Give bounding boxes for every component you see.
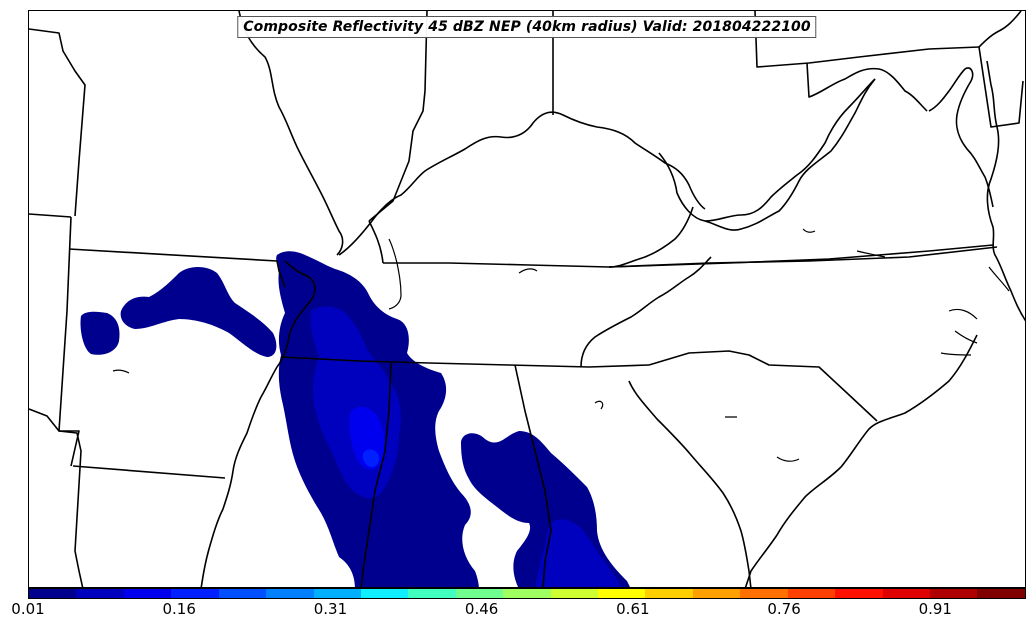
- colorbar-segment: [123, 589, 172, 598]
- colorbar-segment: [76, 589, 124, 598]
- colorbar-segment: [503, 589, 551, 598]
- boundary-arkansas-louisiana: [72, 465, 226, 479]
- colorbar-tick-label: 0.91: [918, 600, 952, 618]
- colorbar: [28, 588, 1026, 599]
- boundary-virginia-north-carolina: [608, 244, 994, 268]
- colorbar-segment: [218, 589, 267, 598]
- probability-fill-layer: [80, 251, 630, 587]
- colorbar-tick-label: 0.46: [464, 600, 499, 618]
- colorbar-segment: [882, 589, 931, 598]
- boundary-kentucky-virginia: [608, 206, 694, 268]
- boundary-maryland-panhandle: [806, 62, 928, 112]
- boundary-pennsylvania-maryland: [754, 11, 980, 68]
- boundary-delaware: [978, 46, 1024, 128]
- boundary-missouri-kansas: [29, 28, 86, 217]
- colorbar-segment: [266, 589, 314, 598]
- boundary-north-carolina-south-carolina: [648, 350, 878, 422]
- probability-region-alabama-core: [535, 519, 622, 587]
- boundary-south-carolina-georgia: [628, 380, 752, 587]
- colorbar-tick-labels: 0.01 0.16 0.31 0.46 0.61 0.76 0.91: [11, 600, 1026, 630]
- coastline-atlantic: [986, 60, 1025, 322]
- pamlico-sound: [940, 266, 1010, 356]
- colorbar-segment: [787, 589, 836, 598]
- colorbar-segment: [550, 589, 599, 598]
- coastline-chesapeake: [928, 67, 994, 208]
- coastline-carolinas: [744, 334, 978, 587]
- probability-map: [29, 11, 1025, 587]
- probability-region-arkansas-band: [120, 267, 277, 357]
- colorbar-tick-label: 0.16: [162, 600, 196, 618]
- colorbar-segment: [29, 589, 77, 598]
- boundary-texas-louisiana: [29, 408, 84, 587]
- lake-marks-south-carolina: [594, 400, 800, 462]
- colorbar-segment: [171, 589, 219, 598]
- colorbar-segment: [645, 589, 693, 598]
- colorbar-tick-label: 0.31: [313, 600, 348, 618]
- boundary-missouri-arkansas-north: [68, 248, 286, 288]
- coastline-northeast: [978, 11, 1022, 48]
- colorbar-segment: [598, 589, 646, 598]
- colorbar-segment: [455, 589, 504, 598]
- boundary-tennessee-north-carolina: [580, 256, 712, 368]
- map-title: Composite Reflectivity 45 dBZ NEP (40km …: [237, 16, 817, 38]
- boundary-mississippi-alabama: [360, 362, 392, 587]
- boundary-west-virginia: [658, 78, 876, 222]
- lake-tennessee: [112, 369, 130, 374]
- colorbar-segment: [408, 589, 456, 598]
- colorbar-segment: [977, 589, 1025, 598]
- colorbar-segment: [740, 589, 788, 598]
- colorbar-segment: [692, 589, 741, 598]
- lake-cumberland: [518, 268, 538, 274]
- probability-region-arkansas-west: [80, 311, 120, 355]
- boundary-virginia-west-virginia: [704, 78, 876, 231]
- colorbar-tick-label: 0.61: [616, 600, 650, 618]
- boundary-illinois-west: [238, 11, 344, 256]
- colorbar-tick-label: 0.01: [11, 600, 45, 618]
- colorbar-segment: [360, 589, 409, 598]
- boundary-kentucky-west: [368, 220, 384, 264]
- boundary-oklahoma-arkansas: [58, 216, 80, 467]
- map-panel: Composite Reflectivity 45 dBZ NEP (40km …: [28, 10, 1026, 588]
- boundary-kansas-oklahoma: [29, 213, 72, 218]
- colorbar-segment: [930, 589, 978, 598]
- boundary-illinois-indiana: [368, 11, 428, 222]
- colorbar-segment: [835, 589, 883, 598]
- lake-north-carolina: [802, 228, 886, 258]
- probability-region-peak: [362, 449, 379, 467]
- mississippi-river: [200, 260, 316, 587]
- ohio-river: [338, 111, 706, 256]
- boundary-lines: [29, 11, 1025, 587]
- colorbar-tick-label: 0.76: [767, 600, 801, 618]
- colorbar-segment: [313, 589, 361, 598]
- boundary-alabama-georgia: [514, 364, 552, 587]
- tennessee-river: [388, 238, 402, 310]
- boundary-tennessee-south: [280, 356, 650, 368]
